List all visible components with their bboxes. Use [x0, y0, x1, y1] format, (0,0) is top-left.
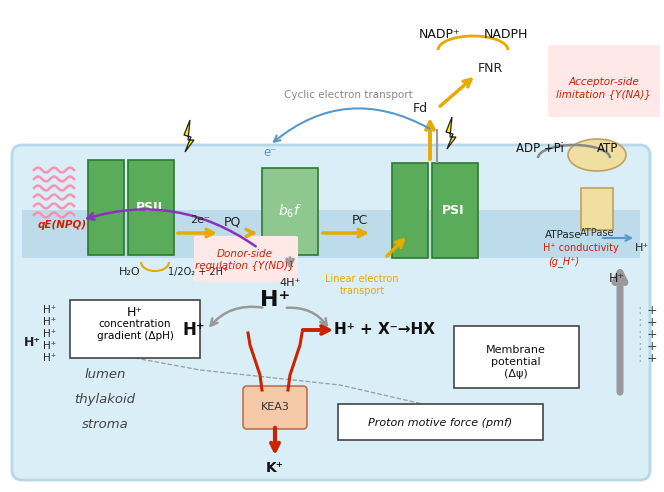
- Bar: [454, 326, 579, 388]
- Ellipse shape: [568, 139, 626, 171]
- Text: :: :: [637, 339, 642, 353]
- Text: Proton motive force (pmf): Proton motive force (pmf): [368, 418, 512, 428]
- Text: e⁻: e⁻: [263, 146, 276, 158]
- Text: gradient (ΔpH): gradient (ΔpH): [96, 331, 173, 341]
- Text: lumen: lumen: [84, 369, 125, 381]
- Text: H⁺ conductivity: H⁺ conductivity: [543, 243, 619, 253]
- Text: PC: PC: [352, 214, 368, 226]
- Text: Acceptor-side
limitation {Y(NA)}: Acceptor-side limitation {Y(NA)}: [556, 77, 651, 99]
- Text: :: :: [637, 303, 642, 317]
- Bar: [392, 163, 428, 258]
- Polygon shape: [184, 120, 194, 152]
- Text: 2e⁻: 2e⁻: [190, 215, 210, 225]
- Text: PSI: PSI: [442, 204, 464, 217]
- Text: H₂O: H₂O: [119, 267, 141, 277]
- Text: :: :: [637, 315, 642, 329]
- Text: Donor-side
regulation {Y(ND)}: Donor-side regulation {Y(ND)}: [195, 249, 295, 271]
- Text: H⁺: H⁺: [127, 306, 143, 318]
- Text: NADP⁺: NADP⁺: [419, 29, 461, 41]
- Bar: [128, 160, 174, 255]
- Text: H⁺: H⁺: [43, 329, 56, 339]
- Text: ATPase: ATPase: [580, 228, 614, 238]
- Bar: [70, 300, 200, 358]
- Text: +: +: [647, 304, 657, 316]
- Text: :: :: [637, 327, 642, 341]
- Text: thylakoid: thylakoid: [74, 394, 135, 406]
- Text: H⁺: H⁺: [635, 243, 649, 253]
- Text: PQ: PQ: [223, 215, 240, 228]
- Text: +: +: [647, 315, 657, 329]
- Text: concentration: concentration: [99, 319, 171, 329]
- Bar: [22, 210, 640, 258]
- Text: Fd: Fd: [412, 101, 428, 115]
- Text: Linear electron
transport: Linear electron transport: [325, 274, 399, 296]
- Text: H⁺ + X⁻→HX: H⁺ + X⁻→HX: [335, 322, 436, 338]
- Text: Membrane
potential
(Δψ): Membrane potential (Δψ): [486, 345, 546, 379]
- Text: H⁺: H⁺: [43, 317, 56, 327]
- Text: qE(NPQ): qE(NPQ): [38, 220, 87, 230]
- Text: $b_6f$: $b_6f$: [278, 203, 302, 220]
- Text: H⁺: H⁺: [43, 353, 56, 363]
- Text: :: :: [637, 351, 642, 365]
- Text: ATP: ATP: [598, 142, 619, 154]
- Text: K⁺: K⁺: [266, 461, 284, 475]
- Text: +: +: [647, 328, 657, 340]
- Text: H⁺: H⁺: [43, 341, 56, 351]
- Text: 4H⁺: 4H⁺: [280, 278, 301, 288]
- Text: KEA3: KEA3: [260, 402, 290, 412]
- Text: 1/2O₂ + 2H⁺: 1/2O₂ + 2H⁺: [168, 267, 228, 277]
- Text: H⁺: H⁺: [260, 290, 290, 310]
- Text: ADP +Pi: ADP +Pi: [516, 142, 564, 154]
- Text: NADPH: NADPH: [484, 29, 528, 41]
- Text: H⁺: H⁺: [609, 272, 625, 284]
- Text: FNR: FNR: [477, 62, 503, 74]
- Bar: [581, 188, 613, 230]
- Bar: [88, 160, 124, 255]
- Polygon shape: [446, 117, 456, 149]
- Text: H⁺: H⁺: [43, 305, 56, 315]
- Text: +: +: [647, 351, 657, 365]
- FancyBboxPatch shape: [548, 45, 660, 117]
- Text: ATPase: ATPase: [545, 230, 582, 240]
- Text: Cyclic electron transport: Cyclic electron transport: [284, 90, 412, 100]
- FancyBboxPatch shape: [243, 386, 307, 429]
- Text: PSII: PSII: [135, 201, 163, 214]
- Text: stroma: stroma: [82, 419, 128, 431]
- Bar: [338, 404, 543, 440]
- Text: H⁺: H⁺: [23, 336, 41, 348]
- Text: H⁺: H⁺: [183, 321, 205, 339]
- Text: +: +: [647, 339, 657, 352]
- Text: (g_H⁺): (g_H⁺): [548, 256, 579, 268]
- FancyBboxPatch shape: [12, 145, 650, 480]
- FancyBboxPatch shape: [194, 236, 298, 282]
- Bar: [262, 168, 318, 255]
- Bar: [432, 163, 478, 258]
